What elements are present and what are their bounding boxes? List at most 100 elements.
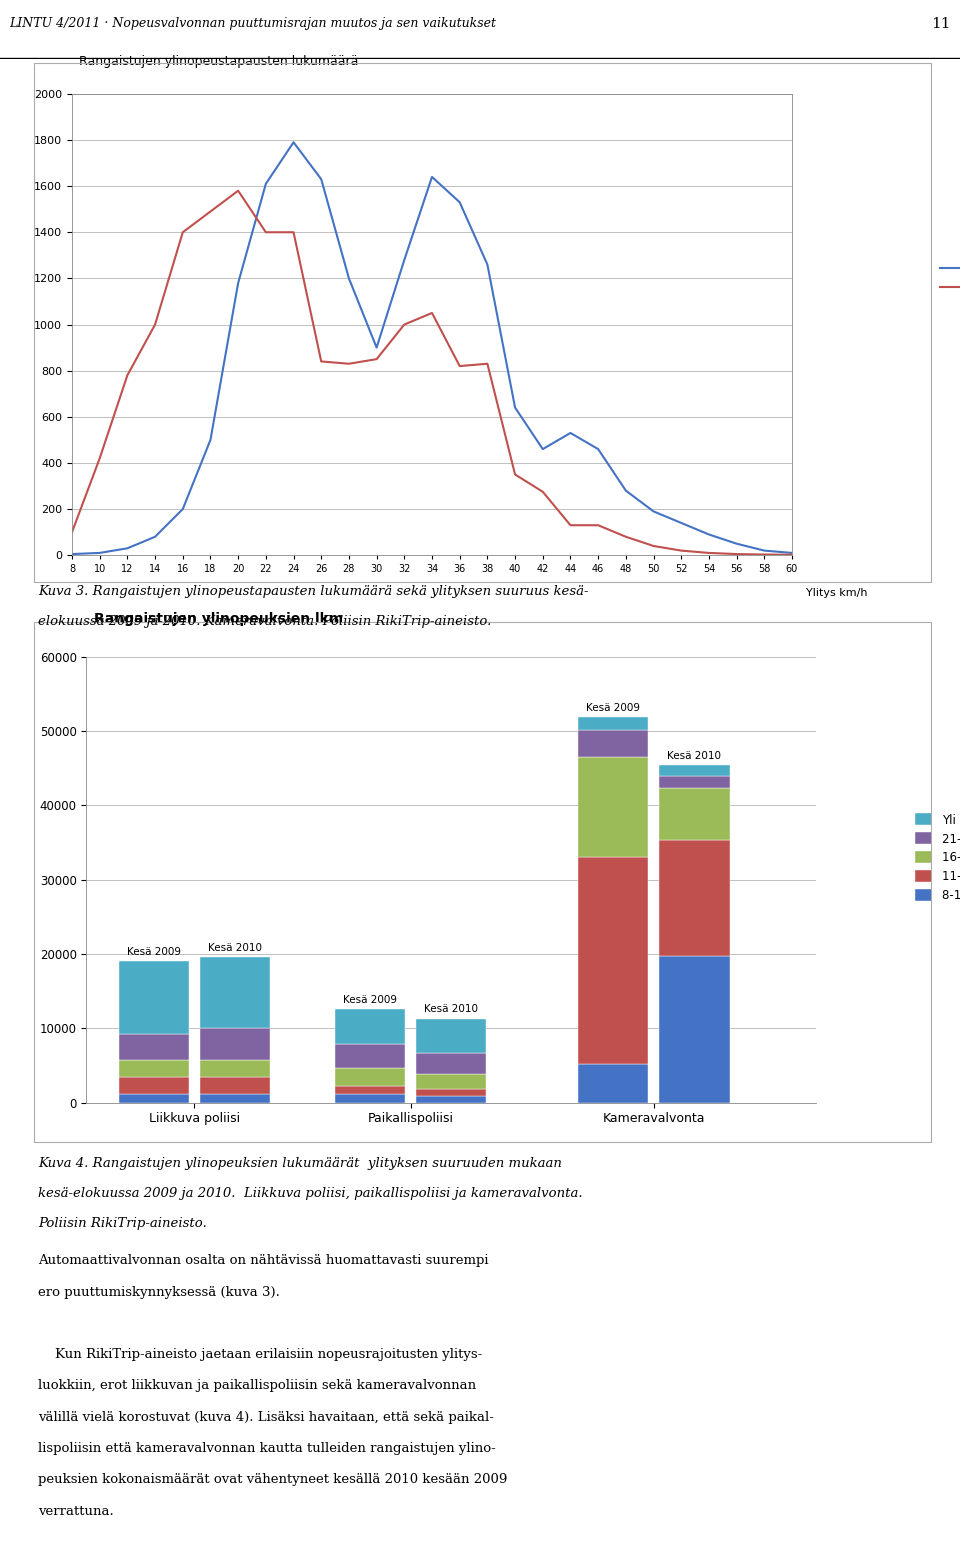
Text: Poliisin RikiTrip-aineisto.: Poliisin RikiTrip-aineisto. <box>38 1217 207 1229</box>
Text: Rangaistujen ylinopeustapausten lukumäärä: Rangaistujen ylinopeustapausten lukumäär… <box>79 55 359 69</box>
Text: Kesä 2009: Kesä 2009 <box>127 948 180 957</box>
Text: kesä-elokuussa 2009 ja 2010.  Liikkuva poliisi, paikallispoliisi ja kameravalvon: kesä-elokuussa 2009 ja 2010. Liikkuva po… <box>38 1187 583 1200</box>
Bar <box>578 730 648 757</box>
Kesä 2010 <box>288 222 300 241</box>
Text: Rangaistujen ylinopeuksien lkm: Rangaistujen ylinopeuksien lkm <box>94 612 343 626</box>
Kesä 2009 <box>316 170 327 189</box>
Kesä 2009 <box>94 544 106 563</box>
Kesä 2010 <box>731 544 742 563</box>
Bar <box>416 1053 487 1073</box>
Kesä 2009 <box>66 544 78 563</box>
Kesä 2009 <box>454 192 466 211</box>
Bar <box>335 1009 405 1043</box>
Bar <box>335 1043 405 1068</box>
Text: elokuussa 2009 ja 2010. Kameravalvonta. Poliisin RikiTrip-aineisto.: elokuussa 2009 ja 2010. Kameravalvonta. … <box>38 615 492 627</box>
Bar <box>660 956 730 1103</box>
Text: Kesä 2009: Kesä 2009 <box>587 702 640 713</box>
Bar <box>335 1095 405 1103</box>
Kesä 2009 <box>537 439 548 458</box>
Legend: Yli 25 km/h, 21-25 km/h, 16-20 km/h, 11-15 km/h, 8-10 km/h: Yli 25 km/h, 21-25 km/h, 16-20 km/h, 11-… <box>910 809 960 907</box>
Bar <box>119 1078 189 1093</box>
Bar <box>119 962 189 1034</box>
Text: luokkiin, erot liikkuvan ja paikallispoliisin sekä kameravalvonnan: luokkiin, erot liikkuvan ja paikallispol… <box>38 1379 476 1392</box>
Kesä 2010 <box>66 522 78 541</box>
Bar <box>660 776 730 788</box>
Kesä 2009 <box>260 175 272 194</box>
Text: LINTU 4/2011 · Nopeusvalvonnan puuttumisrajan muutos ja sen vaikutukset: LINTU 4/2011 · Nopeusvalvonnan puuttumis… <box>10 17 496 30</box>
Bar <box>200 957 270 1028</box>
Kesä 2009 <box>676 513 687 532</box>
Kesä 2009 <box>758 541 770 560</box>
Kesä 2010 <box>510 465 521 483</box>
Text: peuksien kokonaismäärät ovat vähentyneet kesällä 2010 kesään 2009: peuksien kokonaismäärät ovat vähentyneet… <box>38 1473 508 1486</box>
Kesä 2009 <box>343 269 354 288</box>
Kesä 2010 <box>758 546 770 565</box>
Text: Kuva 4. Rangaistujen ylinopeuksien lukumäärät  ylityksen suuruuden mukaan: Kuva 4. Rangaistujen ylinopeuksien lukum… <box>38 1157 563 1170</box>
Kesä 2010 <box>703 544 714 563</box>
Kesä 2010 <box>260 222 272 241</box>
Kesä 2010 <box>786 546 798 565</box>
Kesä 2009 <box>426 167 438 186</box>
Bar <box>416 1089 487 1096</box>
Bar <box>660 840 730 956</box>
Bar <box>119 1093 189 1103</box>
Bar <box>416 1073 487 1089</box>
Kesä 2010 <box>537 482 548 500</box>
Bar <box>660 765 730 776</box>
Kesä 2010 <box>204 202 216 221</box>
Kesä 2010 <box>316 352 327 371</box>
Kesä 2010 <box>564 516 576 535</box>
Bar <box>335 1068 405 1085</box>
Text: Automaattivalvonnan osalta on nähtävissä huomattavasti suurempi: Automaattivalvonnan osalta on nähtävissä… <box>38 1254 489 1267</box>
Legend: Kesä 2009, Kesä 2010: Kesä 2009, Kesä 2010 <box>936 258 960 299</box>
Kesä 2010 <box>592 516 604 535</box>
Text: lispoliisin että kameravalvonnan kautta tulleiden rangaistujen ylino-: lispoliisin että kameravalvonnan kautta … <box>38 1442 496 1455</box>
Text: Kesä 2010: Kesä 2010 <box>667 751 721 760</box>
Kesä 2010 <box>648 536 660 555</box>
Bar <box>119 1034 189 1060</box>
Kesä 2010 <box>343 355 354 374</box>
Bar <box>200 1093 270 1103</box>
Text: Kuva 3. Rangaistujen ylinopeustapausten lukumäärä sekä ylityksen suuruus kesä-: Kuva 3. Rangaistujen ylinopeustapausten … <box>38 585 588 597</box>
Kesä 2009 <box>122 540 133 558</box>
Kesä 2009 <box>510 399 521 418</box>
Text: välillä vielä korostuvat (kuva 4). Lisäksi havaitaan, että sekä paikal-: välillä vielä korostuvat (kuva 4). Lisäk… <box>38 1411 494 1423</box>
Kesä 2010 <box>676 541 687 560</box>
Bar <box>335 1085 405 1095</box>
Bar <box>660 788 730 840</box>
Kesä 2009 <box>648 502 660 521</box>
Kesä 2009 <box>150 527 161 546</box>
Kesä 2010 <box>177 222 188 241</box>
Kesä 2009 <box>482 255 493 274</box>
Kesä 2009 <box>703 526 714 544</box>
Kesä 2009 <box>731 535 742 554</box>
Text: ero puuttumiskynnyksessä (kuva 3).: ero puuttumiskynnyksessä (kuva 3). <box>38 1286 280 1298</box>
Kesä 2010 <box>122 366 133 385</box>
Text: verrattuna.: verrattuna. <box>38 1505 114 1517</box>
Kesä 2009 <box>620 482 632 500</box>
Text: Kesä 2009: Kesä 2009 <box>343 995 397 1004</box>
Kesä 2009 <box>592 439 604 458</box>
Kesä 2010 <box>398 316 410 335</box>
Line: Kesä 2010: Kesä 2010 <box>72 191 792 555</box>
Bar <box>416 1096 487 1103</box>
Kesä 2009 <box>564 424 576 443</box>
Kesä 2010 <box>232 181 244 200</box>
Kesä 2009 <box>204 430 216 449</box>
Text: Ylitys km/h: Ylitys km/h <box>806 588 868 597</box>
Bar <box>578 716 648 730</box>
Bar <box>119 1060 189 1078</box>
Kesä 2010 <box>454 357 466 375</box>
Kesä 2009 <box>177 500 188 519</box>
Kesä 2010 <box>371 350 382 369</box>
Kesä 2009 <box>232 274 244 292</box>
Kesä 2010 <box>482 355 493 374</box>
Bar <box>578 857 648 1064</box>
Bar <box>578 1064 648 1103</box>
Text: Kun RikiTrip-aineisto jaetaan erilaisiin nopeusrajoitusten ylitys-: Kun RikiTrip-aineisto jaetaan erilaisiin… <box>38 1348 483 1361</box>
Text: 11: 11 <box>931 17 950 31</box>
Kesä 2010 <box>94 449 106 468</box>
Kesä 2009 <box>288 133 300 152</box>
Bar <box>416 1018 487 1053</box>
Kesä 2010 <box>150 316 161 335</box>
